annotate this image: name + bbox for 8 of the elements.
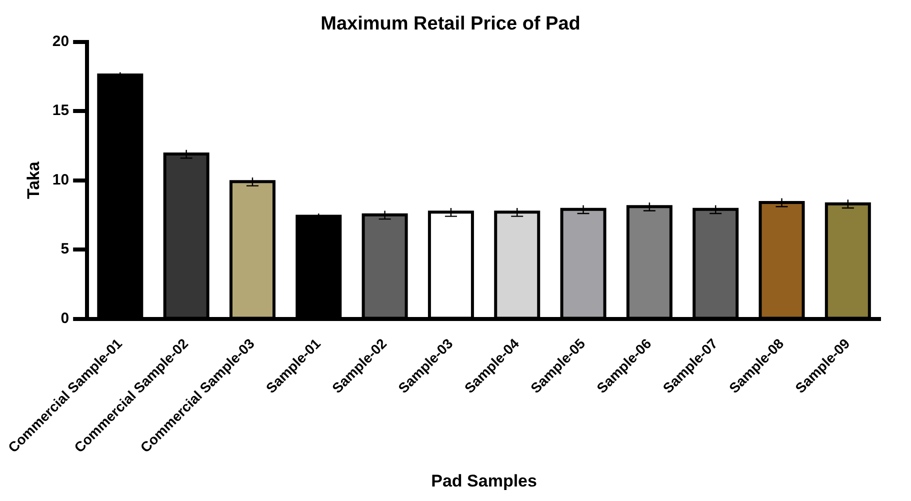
y-tick-label: 15 — [52, 102, 70, 120]
y-tick-label: 0 — [60, 310, 70, 327]
chart-title: Maximum Retail Price of Pad — [320, 14, 580, 35]
y-axis-title: Taka — [24, 161, 43, 200]
y-tick-label: 5 — [60, 240, 70, 258]
y-tick-label: 10 — [52, 171, 70, 188]
y-tick-label: 20 — [52, 32, 70, 50]
x-axis-title: Pad Samples — [431, 471, 537, 490]
